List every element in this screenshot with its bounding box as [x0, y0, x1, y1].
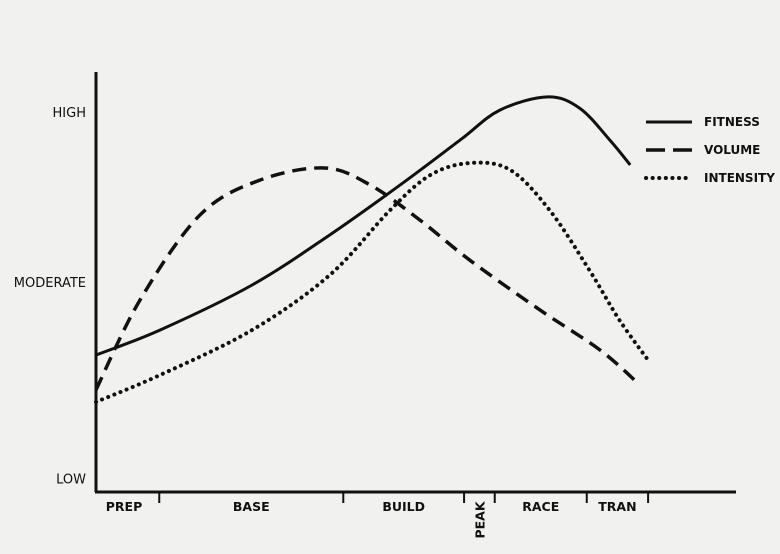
phase-label-prep: PREP [106, 499, 143, 514]
series-line-volume [94, 166, 641, 391]
phase-label-peak: PEAK [472, 500, 487, 538]
series-line-intensity [94, 160, 652, 404]
phase-label-race: RACE [522, 499, 559, 514]
phase-label-build: BUILD [382, 499, 425, 514]
y-tick-label-moderate: MODERATE [14, 276, 86, 291]
legend-label-intensity: INTENSITY [704, 171, 775, 185]
y-tick-label-high: HIGH [53, 106, 86, 121]
y-tick-label-low: LOW [56, 473, 86, 488]
legend-label-fitness: FITNESS [704, 115, 760, 129]
phase-label-tran: TRAN [598, 499, 636, 514]
legend-label-volume: VOLUME [704, 143, 760, 157]
phase-label-base: BASE [233, 499, 270, 514]
series-line-fitness [95, 95, 632, 357]
